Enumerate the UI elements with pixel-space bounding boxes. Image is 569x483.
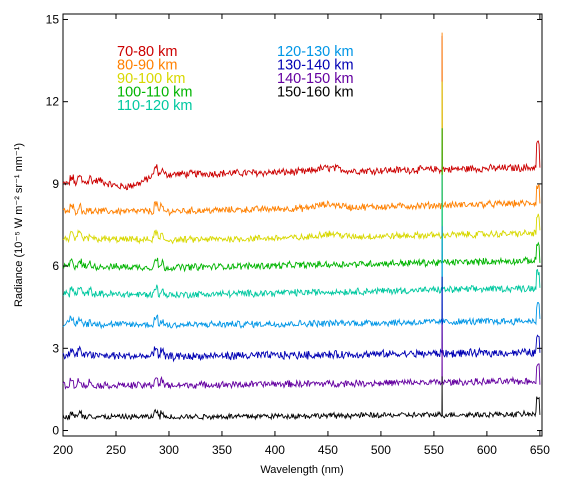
y-tick-label: 6 (52, 259, 59, 273)
x-tick-label: 600 (477, 443, 497, 457)
y-tick-label: 15 (46, 12, 60, 26)
x-axis-label: Wavelength (nm) (260, 464, 343, 476)
plot-frame (62, 13, 543, 437)
x-tick-label: 350 (212, 443, 232, 457)
legend-entry: 70-80 km (117, 44, 177, 60)
x-tick-label: 650 (530, 443, 550, 457)
x-tick-label: 550 (424, 443, 444, 457)
legend-entry: 130-140 km (277, 58, 354, 74)
legend-entry: 100-110 km (117, 85, 193, 101)
x-tick-label: 500 (371, 443, 391, 457)
series-line (62, 32, 541, 217)
legend-entry: 120-130 km (277, 44, 354, 60)
legend-entry: 110-120 km (117, 98, 193, 114)
series-line (62, 276, 541, 363)
series-line (62, 376, 541, 421)
x-tick-label: 450 (318, 443, 338, 457)
series-line (62, 35, 541, 191)
x-tick-label: 250 (106, 443, 126, 457)
series-line (62, 128, 541, 273)
x-tick-label: 200 (53, 443, 73, 457)
series-line (62, 226, 541, 330)
y-axis-label: Radiance (10⁻⁵ W m⁻² sr⁻¹ nm⁻¹) (13, 143, 25, 307)
x-axis-ticks: 200 250 300 350 400 450 500 550 600 650 (53, 14, 550, 457)
x-tick-label: 300 (159, 443, 179, 457)
y-axis-ticks: 0 3 6 9 12 15 (46, 12, 542, 438)
series-layer (62, 32, 541, 421)
legend-entry: 80-90 km (117, 58, 177, 74)
y-tick-label: 3 (52, 341, 59, 355)
y-tick-label: 12 (46, 95, 60, 109)
series-line (62, 324, 541, 390)
legend-entry: 150-160 km (277, 85, 354, 101)
series-line (62, 174, 541, 299)
legend-entry: 140-150 km (277, 71, 354, 87)
y-tick-label: 0 (52, 424, 59, 438)
series-line (62, 81, 541, 245)
x-tick-label: 400 (265, 443, 285, 457)
legend-entry: 90-100 km (117, 71, 186, 87)
y-tick-label: 9 (52, 177, 59, 191)
